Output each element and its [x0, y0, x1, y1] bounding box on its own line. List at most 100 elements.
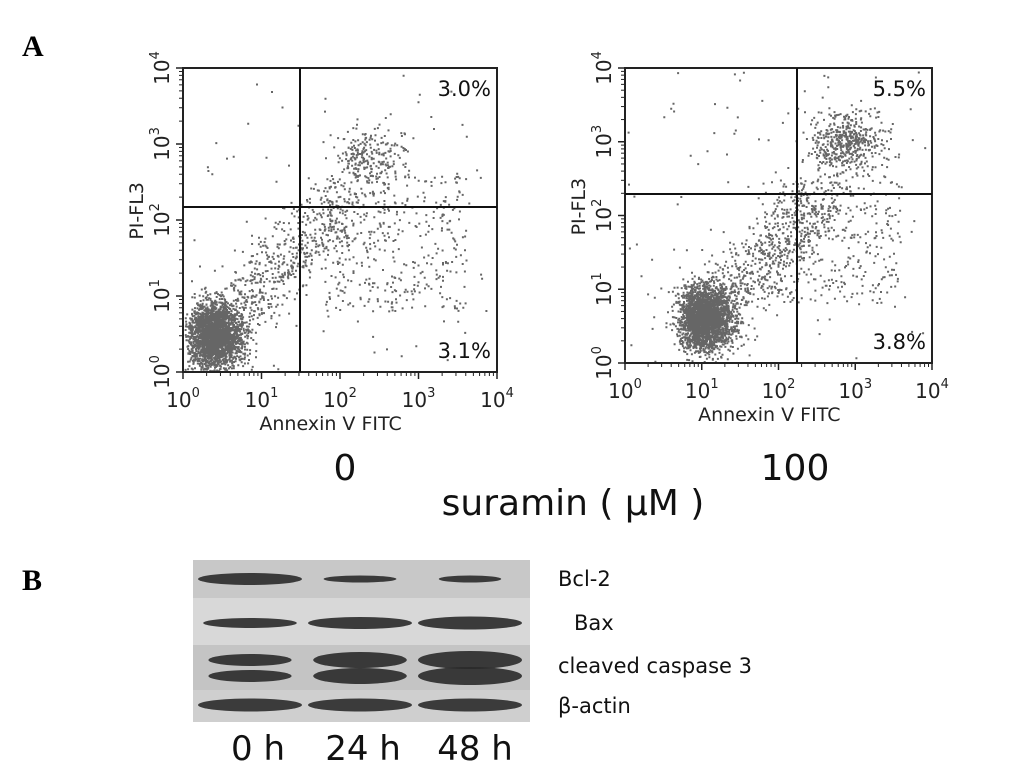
tick-base: 10 [480, 388, 505, 412]
tick-exp: 3 [864, 377, 872, 392]
condition-label: 0 [334, 448, 357, 489]
x-axis-label: Annexin V FITC [259, 413, 401, 435]
tick-base: 10 [245, 388, 270, 412]
event-cloud [184, 74, 488, 373]
quadrant-percent: 3.8% [873, 330, 926, 354]
tick-exp: 4 [148, 51, 163, 59]
blot-band [323, 575, 397, 583]
quadrant-percent: 3.1% [438, 339, 491, 363]
tick-exp: 2 [590, 199, 605, 207]
blot-band [418, 667, 522, 685]
tick-base: 10 [323, 388, 348, 412]
x-tick-label: 103 [402, 386, 436, 412]
tick-base: 10 [915, 379, 940, 403]
blot-band [418, 616, 522, 630]
y-tick-label: 102 [590, 199, 616, 233]
y-axis-label: PI-FL3 [568, 178, 590, 236]
tick-base: 10 [592, 207, 616, 232]
protein-label: cleaved caspase 3 [558, 654, 752, 678]
x-tick-label: 104 [480, 386, 514, 412]
tick-base: 10 [592, 354, 616, 379]
protein-label: Bax [574, 611, 614, 635]
protein-label: β-actin [558, 694, 631, 718]
tick-base: 10 [685, 379, 710, 403]
tick-exp: 0 [590, 346, 605, 354]
y-tick-label: 102 [148, 203, 174, 237]
tick-base: 10 [838, 379, 863, 403]
tick-exp: 1 [148, 279, 163, 287]
tick-base: 10 [402, 388, 427, 412]
blot-band [313, 668, 407, 684]
y-tick-label: 100 [590, 346, 616, 380]
y-tick-label: 100 [148, 355, 174, 389]
panel-label: A [22, 30, 44, 63]
y-tick-label: 101 [148, 279, 174, 313]
tick-exp: 2 [349, 386, 357, 401]
tick-base: 10 [592, 281, 616, 306]
x-tick-label: 100 [166, 386, 200, 412]
blot-band [418, 651, 522, 669]
x-tick-label: 102 [323, 386, 357, 412]
tick-exp: 4 [941, 377, 949, 392]
tick-exp: 3 [427, 386, 435, 401]
tick-base: 10 [592, 59, 616, 84]
tick-exp: 4 [590, 51, 605, 59]
western-blot: Bcl-2 Bax cleaved caspase 3 β-actin 0 h 24 h 4… [193, 560, 752, 767]
tick-base: 10 [150, 59, 174, 84]
quadrant-percent: 5.5% [873, 77, 926, 101]
tick-exp: 1 [590, 272, 605, 280]
tick-base: 10 [150, 363, 174, 388]
tick-base: 10 [762, 379, 787, 403]
x-axis-label: Annexin V FITC [698, 404, 840, 426]
tick-exp: 0 [148, 355, 163, 363]
tick-exp: 0 [192, 386, 200, 401]
blot-band [208, 670, 292, 682]
lane-label: 48 h [437, 729, 513, 767]
condition-label: 100 [761, 448, 830, 489]
tick-exp: 3 [590, 125, 605, 133]
y-tick-label: 103 [590, 125, 616, 159]
y-tick-label: 104 [590, 51, 616, 85]
lane-label: 24 h [325, 729, 401, 767]
x-tick-label: 100 [608, 377, 642, 403]
blot-band [208, 654, 292, 666]
tick-exp: 1 [270, 386, 278, 401]
blot-band [203, 618, 297, 628]
treatment-label: suramin ( μM ) [442, 483, 705, 524]
blot-band [438, 575, 502, 583]
x-tick-label: 103 [838, 377, 872, 403]
tick-base: 10 [150, 211, 174, 236]
blot-band [418, 698, 522, 712]
x-tick-label: 102 [762, 377, 796, 403]
blot-band [198, 698, 302, 712]
quadrant-percent: 3.0% [438, 77, 491, 101]
blot-band [313, 652, 407, 668]
y-axis-label: PI-FL3 [126, 182, 148, 240]
tick-exp: 2 [787, 377, 795, 392]
x-tick-label: 101 [245, 386, 279, 412]
y-tick-label: 101 [590, 272, 616, 306]
event-cloud [627, 71, 927, 364]
tick-exp: 3 [148, 127, 163, 135]
tick-base: 10 [150, 135, 174, 160]
tick-base: 10 [608, 379, 633, 403]
tick-exp: 0 [634, 377, 642, 392]
blot-band [308, 698, 412, 712]
x-tick-label: 104 [915, 377, 949, 403]
tick-base: 10 [150, 287, 174, 312]
blot-band [198, 573, 302, 585]
tick-exp: 4 [506, 386, 514, 401]
blot-band [308, 617, 412, 629]
panel-label: B [22, 564, 42, 597]
x-tick-label: 101 [685, 377, 719, 403]
tick-base: 10 [592, 133, 616, 158]
y-tick-label: 103 [148, 127, 174, 161]
tick-exp: 2 [148, 203, 163, 211]
tick-exp: 1 [710, 377, 718, 392]
protein-label: Bcl-2 [558, 567, 611, 591]
tick-base: 10 [166, 388, 191, 412]
y-tick-label: 104 [148, 51, 174, 85]
